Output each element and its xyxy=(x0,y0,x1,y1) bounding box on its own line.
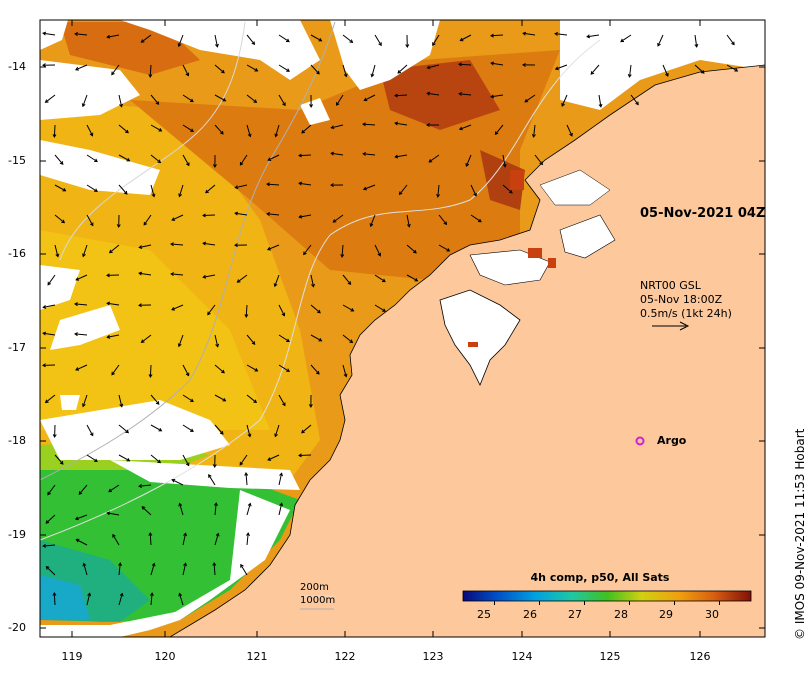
lat-label: -20 xyxy=(8,621,38,634)
colorbar xyxy=(463,591,751,601)
lat-label: -18 xyxy=(8,434,38,447)
current-arrow xyxy=(395,95,407,96)
lat-label: -15 xyxy=(8,154,38,167)
current-legend: NRT00 GSL 05-Nov 18:00Z 0.5m/s (1kt 24h) xyxy=(640,279,732,321)
colorbar-title: 4h comp, p50, All Sats xyxy=(500,571,700,584)
lon-label: 119 xyxy=(52,650,92,663)
current-arrow xyxy=(203,215,215,216)
lat-label: -14 xyxy=(8,60,38,73)
depth-legend-1000m: 1000m xyxy=(300,594,335,607)
lat-label: -16 xyxy=(8,247,38,260)
current-arrow xyxy=(299,155,311,156)
current-source: NRT00 GSL xyxy=(640,279,732,293)
colorbar-tick-label: 26 xyxy=(515,608,545,621)
current-scale: 0.5m/s (1kt 24h) xyxy=(640,307,732,321)
composite-timestamp: 05-Nov-2021 04Z xyxy=(640,206,765,221)
lon-label: 126 xyxy=(680,650,720,663)
colorbar-tick-label: 27 xyxy=(560,608,590,621)
current-arrow xyxy=(54,125,55,137)
lat-label: -17 xyxy=(8,341,38,354)
colorbar-tick-label: 28 xyxy=(606,608,636,621)
lon-label: 123 xyxy=(413,650,453,663)
lon-label: 124 xyxy=(502,650,542,663)
colorbar-tick-label: 30 xyxy=(697,608,727,621)
current-arrow xyxy=(54,593,55,605)
depth-legend: 200m 1000m xyxy=(300,581,335,607)
argo-label: Argo xyxy=(657,434,686,447)
current-arrow xyxy=(150,365,151,377)
lon-label: 121 xyxy=(237,650,277,663)
lat-label: -19 xyxy=(8,528,38,541)
depth-legend-200m: 200m xyxy=(300,581,335,594)
lon-label: 125 xyxy=(590,650,630,663)
current-arrow xyxy=(299,455,311,456)
current-time: 05-Nov 18:00Z xyxy=(640,293,732,307)
colorbar-tick-label: 29 xyxy=(651,608,681,621)
colorbar-tick-label: 25 xyxy=(469,608,499,621)
credit-line: © IMOS 09-Nov-2021 11:53 Hobart xyxy=(793,429,807,640)
lon-label: 122 xyxy=(325,650,365,663)
lon-label: 120 xyxy=(145,650,185,663)
